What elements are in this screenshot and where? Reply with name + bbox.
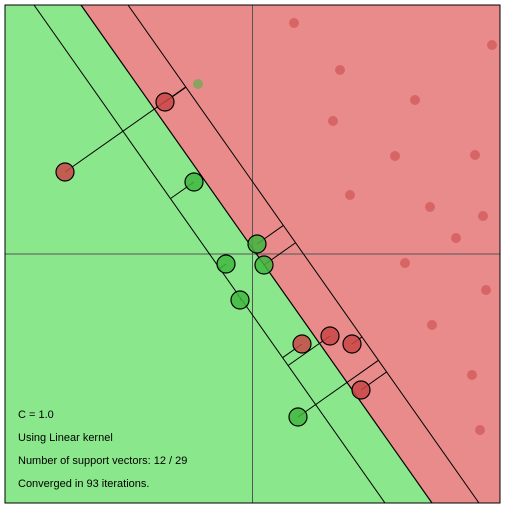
info-c: C = 1.0	[18, 410, 187, 421]
info-kernel: Using Linear kernel	[18, 433, 187, 444]
info-sv-count: Number of support vectors: 12 / 29	[18, 456, 187, 467]
info-block: C = 1.0 Using Linear kernel Number of su…	[18, 410, 187, 490]
svm-visualization: { "chart": { "type": "scatter", "canvas"…	[0, 0, 505, 508]
info-iterations: Converged in 93 iterations.	[18, 479, 187, 490]
